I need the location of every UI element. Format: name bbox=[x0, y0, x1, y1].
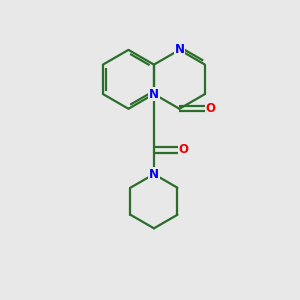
Text: O: O bbox=[178, 143, 188, 157]
Text: N: N bbox=[149, 88, 159, 100]
Text: N: N bbox=[149, 168, 159, 181]
Text: O: O bbox=[206, 102, 215, 115]
Text: N: N bbox=[174, 44, 184, 56]
